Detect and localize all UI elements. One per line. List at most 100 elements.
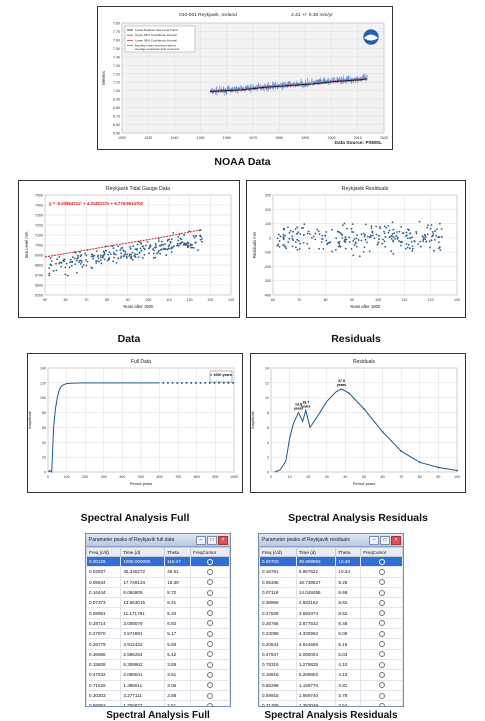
freq-cursor-cell[interactable] [360, 576, 403, 588]
freq-cursor-cell[interactable] [190, 648, 230, 660]
table-row[interactable]: 0.18916 5.286802 4.13 [259, 669, 403, 681]
table-row[interactable]: 0.38869 2.582162 8.62 [259, 597, 403, 609]
radio-icon[interactable] [378, 671, 385, 678]
freq-cursor-cell[interactable] [360, 700, 403, 706]
table-row[interactable]: 0.28779 4.912432 5.93 [86, 638, 230, 650]
table-row[interactable]: 0.26766 3.677632 8.46 [259, 617, 403, 630]
radio-icon[interactable] [207, 682, 214, 689]
freq-cursor-cell[interactable] [360, 658, 403, 671]
radio-icon[interactable] [378, 692, 385, 699]
table-row[interactable]: 0.36969 2.586254 5.42 [86, 648, 230, 660]
table-row[interactable]: 0.47632 2.098041 3.61 [86, 669, 230, 681]
freq-cursor-cell[interactable] [190, 658, 230, 671]
radio-icon[interactable] [207, 589, 214, 596]
freq-cursor-cell[interactable] [360, 555, 403, 568]
freq-cursor-cell[interactable] [360, 597, 403, 609]
minimize-icon[interactable]: – [369, 536, 379, 545]
table-row[interactable]: 0.15609 6.359962 3.69 [86, 658, 230, 671]
freq-cursor-cell[interactable] [360, 638, 403, 650]
freq-cursor-cell[interactable] [360, 669, 403, 681]
radio-icon[interactable] [207, 620, 214, 627]
freq-cursor-cell[interactable] [190, 700, 230, 706]
freq-cursor-cell[interactable] [360, 617, 403, 630]
column-header[interactable]: Theta [164, 547, 192, 557]
radio-icon[interactable] [378, 599, 385, 606]
table-row[interactable]: 0.07373 13.563015 6.41 [86, 597, 230, 609]
freq-cursor-cell[interactable] [190, 617, 230, 630]
radio-icon[interactable] [207, 651, 214, 658]
freq-cursor-cell[interactable] [360, 648, 403, 660]
radio-icon[interactable] [207, 661, 214, 668]
radio-icon[interactable] [207, 568, 214, 575]
freq-cursor-cell[interactable] [190, 586, 230, 599]
radio-icon[interactable] [378, 651, 385, 658]
column-header[interactable]: FreqCursor [360, 547, 403, 557]
freq-cursor-cell[interactable] [190, 555, 230, 568]
radio-icon[interactable] [378, 682, 385, 689]
column-header[interactable]: Time (d) [295, 547, 337, 557]
table-row[interactable]: 0.27970 3.574891 5.17 [86, 628, 230, 640]
radio-icon[interactable] [378, 702, 385, 706]
radio-icon[interactable] [207, 671, 214, 678]
freq-cursor-cell[interactable] [190, 689, 230, 702]
radio-icon[interactable] [207, 702, 214, 706]
radio-icon[interactable] [207, 630, 214, 637]
freq-cursor-cell[interactable] [190, 669, 230, 681]
maximize-icon[interactable]: □ [380, 536, 390, 545]
table-row[interactable]: 0.78319 1.276825 4.10 [259, 658, 403, 671]
table-row[interactable]: 0.00126 1000.000000 119.47 [86, 555, 230, 568]
freq-cursor-cell[interactable] [360, 607, 403, 619]
freq-cursor-cell[interactable] [360, 689, 403, 702]
radio-icon[interactable] [378, 579, 385, 586]
column-header[interactable]: Time (d) [120, 547, 166, 557]
table-row[interactable]: 0.16751 5.967522 10.34 [259, 566, 403, 578]
freq-cursor-cell[interactable] [360, 679, 403, 691]
radio-icon[interactable] [378, 661, 385, 668]
table-row[interactable]: 0.08951 11.171781 5.34 [86, 607, 230, 619]
table-row[interactable]: 0.23089 4.330962 6.09 [259, 628, 403, 640]
table-row[interactable]: 0.30203 3.277111 2.88 [86, 689, 230, 702]
table-row[interactable]: 0.02703 36.999993 12.46 [259, 555, 403, 568]
freq-cursor-cell[interactable] [190, 628, 230, 640]
radio-icon[interactable] [207, 599, 214, 606]
radio-icon[interactable] [378, 610, 385, 617]
freq-cursor-cell[interactable] [190, 638, 230, 650]
freq-cursor-cell[interactable] [360, 628, 403, 640]
table-row[interactable]: 0.16444 6.084805 8.72 [86, 586, 230, 599]
radio-icon[interactable] [378, 620, 385, 627]
freq-cursor-cell[interactable] [360, 586, 403, 599]
minimize-icon[interactable]: – [196, 536, 206, 545]
maximize-icon[interactable]: □ [207, 536, 217, 545]
radio-icon[interactable] [378, 641, 385, 648]
radio-icon[interactable] [378, 558, 385, 565]
radio-icon[interactable] [378, 589, 385, 596]
table-row[interactable]: 0.28714 3.008079 6.92 [86, 617, 230, 630]
table-row[interactable]: 0.59915 1.669740 3.78 [259, 689, 403, 702]
radio-icon[interactable] [207, 579, 214, 586]
table-row[interactable]: 0.56953 1.755837 2.51 [86, 700, 230, 706]
table-row[interactable]: 0.05336 18.739827 9.25 [259, 576, 403, 588]
column-header[interactable]: FreqCursor [190, 547, 230, 557]
table-row[interactable]: 0.47847 2.090004 5.03 [259, 648, 403, 660]
freq-cursor-cell[interactable] [190, 566, 230, 578]
column-header[interactable]: Theta [335, 547, 362, 557]
table-row[interactable]: 0.20642 4.844566 5.16 [259, 638, 403, 650]
close-icon[interactable]: × [391, 536, 401, 545]
close-icon[interactable]: × [218, 536, 228, 545]
table-row[interactable]: 0.05634 17.749134 19.39 [86, 576, 230, 588]
freq-cursor-cell[interactable] [360, 566, 403, 578]
table-row[interactable]: 0.71785 1.393049 3.54 [259, 700, 403, 706]
radio-icon[interactable] [207, 558, 214, 565]
table-row[interactable]: 0.27829 3.593374 8.52 [259, 607, 403, 619]
freq-cursor-cell[interactable] [190, 597, 230, 609]
radio-icon[interactable] [207, 641, 214, 648]
column-header[interactable]: Freq (c/d) [259, 547, 297, 557]
radio-icon[interactable] [378, 630, 385, 637]
freq-cursor-cell[interactable] [190, 607, 230, 619]
table-row[interactable]: 0.02827 35.345272 46.51 [86, 566, 230, 578]
table-row[interactable]: 0.07118 14.048495 8.68 [259, 586, 403, 599]
table-row[interactable]: 0.86298 1.158770 3.81 [259, 679, 403, 691]
table-row[interactable]: 0.71629 1.396011 3.06 [86, 679, 230, 691]
freq-cursor-cell[interactable] [190, 679, 230, 691]
radio-icon[interactable] [378, 568, 385, 575]
